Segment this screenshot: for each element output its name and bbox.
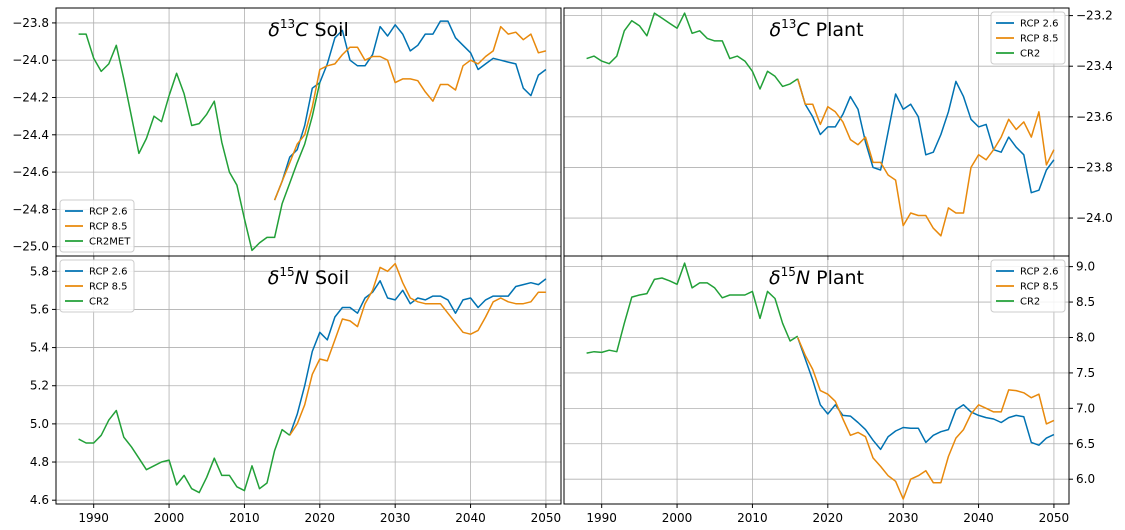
panel-title: δ13C Soil bbox=[268, 17, 348, 41]
y-tick-label: −24.6 bbox=[12, 165, 49, 179]
y-tick-label: −24.8 bbox=[12, 202, 49, 216]
y-tick-label: −24.4 bbox=[12, 128, 49, 142]
legend-label: RCP 8.5 bbox=[1020, 282, 1059, 293]
panel-delta15n-plant: 6.0 6.5 7.0 7.5 8.0 8.5 9.0 1990 2000 2010 2020 203… bbox=[563, 255, 1095, 525]
legend-label: CR2MET bbox=[89, 237, 131, 248]
series-group bbox=[78, 20, 547, 252]
legend-label: RCP 2.6 bbox=[1020, 19, 1059, 30]
x-tick-label: 2050 bbox=[1039, 511, 1070, 525]
legend-box bbox=[59, 259, 135, 313]
legend-label: RCP 2.6 bbox=[89, 207, 128, 218]
series-line-cr2 bbox=[586, 262, 799, 354]
y-tick-label: −24.0 bbox=[1076, 211, 1113, 225]
x-tick-label: 2030 bbox=[380, 511, 411, 525]
y-tick-label: 8.0 bbox=[1076, 330, 1095, 344]
gridlines bbox=[56, 8, 561, 256]
legend-label: CR2 bbox=[89, 297, 109, 308]
y-axis: 6.0 6.5 7.0 7.5 8.0 8.5 9.0 bbox=[1069, 260, 1095, 486]
y-tick-label: −23.6 bbox=[1076, 110, 1113, 124]
series-line-rcp-8-5 bbox=[289, 262, 546, 436]
y-tick-label: 9.0 bbox=[1076, 260, 1095, 274]
panel-delta15n-soil: 4.6 4.8 5.0 5.2 5.4 5.6 5.8 1990 2000 2010 2020 203… bbox=[30, 255, 562, 525]
panel-delta13c-soil: −25.0 −24.8 −24.6 −24.4 −24.2 −24.0 −23.8 δ13C … bbox=[12, 7, 562, 260]
x-tick-label: 2040 bbox=[455, 511, 486, 525]
panel-delta13c-plant: −24.0 −23.8 −23.6 −23.4 −23.2 δ13C Plant RCP 2… bbox=[563, 7, 1113, 260]
x-tick-label: 2000 bbox=[154, 511, 185, 525]
legend: RCP 2.6 RCP 8.5 CR2MET bbox=[59, 199, 135, 253]
y-tick-label: −23.8 bbox=[1076, 160, 1113, 174]
series-line-rcp-2-6 bbox=[796, 78, 1055, 194]
y-tick-label: 7.0 bbox=[1076, 401, 1095, 415]
series-line-rcp-8-5 bbox=[273, 25, 547, 201]
y-axis: 4.6 4.8 5.0 5.2 5.4 5.6 5.8 bbox=[30, 264, 56, 507]
panel-title: δ13C Plant bbox=[769, 17, 863, 41]
series-line-rcp-2-6 bbox=[288, 278, 547, 436]
series-line-rcp-8-5 bbox=[797, 337, 1055, 500]
axes-frame bbox=[55, 255, 562, 505]
legend-box bbox=[59, 199, 135, 253]
series-line-rcp-8-5 bbox=[796, 78, 1055, 237]
panel-title: δ15N Plant bbox=[769, 265, 864, 289]
series-group bbox=[586, 262, 1055, 500]
series-line-cr2 bbox=[78, 409, 291, 494]
y-tick-label: 5.0 bbox=[30, 417, 49, 431]
y-tick-label: 6.5 bbox=[1076, 437, 1095, 451]
x-axis: 1990 2000 2010 2020 2030 2040 2050 bbox=[586, 504, 1069, 525]
legend-label: RCP 8.5 bbox=[1020, 34, 1059, 45]
y-tick-label: 7.5 bbox=[1076, 366, 1095, 380]
legend: RCP 2.6 RCP 8.5 CR2 bbox=[990, 11, 1066, 65]
x-tick-label: 1990 bbox=[586, 511, 617, 525]
legend-label: RCP 8.5 bbox=[89, 282, 128, 293]
x-tick-label: 2040 bbox=[963, 511, 994, 525]
series-group bbox=[586, 12, 1055, 237]
y-tick-label: 5.8 bbox=[30, 264, 49, 278]
series-line-cr2 bbox=[586, 12, 799, 90]
y-tick-label: −23.2 bbox=[1076, 9, 1113, 23]
x-axis: 1990 2000 2010 2020 2030 2040 2050 bbox=[78, 504, 561, 525]
y-tick-label: 5.2 bbox=[30, 379, 49, 393]
x-tick-label: 2030 bbox=[888, 511, 919, 525]
x-tick-label: 2000 bbox=[662, 511, 693, 525]
x-tick-label: 2020 bbox=[813, 511, 844, 525]
gridlines bbox=[564, 256, 1069, 504]
y-tick-label: 5.4 bbox=[30, 341, 49, 355]
legend: RCP 2.6 RCP 8.5 CR2 bbox=[59, 259, 135, 313]
x-tick-label: 1990 bbox=[78, 511, 109, 525]
series-group bbox=[78, 262, 547, 494]
legend-label: RCP 2.6 bbox=[1020, 267, 1059, 278]
y-tick-label: 4.8 bbox=[30, 455, 49, 469]
x-tick-label: 2020 bbox=[305, 511, 336, 525]
y-tick-label: −23.4 bbox=[1076, 59, 1113, 73]
y-tick-label: 5.6 bbox=[30, 302, 49, 316]
y-axis: −25.0 −24.8 −24.6 −24.4 −24.2 −24.0 −23.8 bbox=[12, 16, 56, 254]
series-line-rcp-2-6 bbox=[273, 20, 547, 201]
legend: RCP 2.6 RCP 8.5 CR2 bbox=[990, 259, 1066, 313]
x-tick-label: 2050 bbox=[531, 511, 562, 525]
y-tick-label: −24.0 bbox=[12, 53, 49, 67]
panel-title: δ15N Soil bbox=[268, 265, 349, 289]
y-axis: −24.0 −23.8 −23.6 −23.4 −23.2 bbox=[1069, 9, 1113, 225]
legend-label: RCP 8.5 bbox=[89, 222, 128, 233]
legend-label: CR2 bbox=[1020, 49, 1040, 60]
y-tick-label: 6.0 bbox=[1076, 472, 1095, 486]
legend-box bbox=[990, 259, 1066, 313]
legend-label: CR2 bbox=[1020, 297, 1040, 308]
series-line-cr2met bbox=[78, 33, 321, 252]
gridlines bbox=[56, 256, 561, 504]
x-tick-label: 2010 bbox=[229, 511, 260, 525]
axes-frame bbox=[563, 255, 1070, 505]
y-tick-label: 8.5 bbox=[1076, 295, 1095, 309]
gridlines bbox=[564, 8, 1069, 256]
y-tick-label: −23.8 bbox=[12, 16, 49, 30]
y-tick-label: 4.6 bbox=[30, 493, 49, 507]
legend-label: RCP 2.6 bbox=[89, 267, 128, 278]
series-line-rcp-2-6 bbox=[796, 337, 1055, 451]
x-tick-label: 2010 bbox=[737, 511, 768, 525]
y-tick-label: −25.0 bbox=[12, 240, 49, 254]
y-tick-label: −24.2 bbox=[12, 91, 49, 105]
legend-box bbox=[990, 11, 1066, 65]
